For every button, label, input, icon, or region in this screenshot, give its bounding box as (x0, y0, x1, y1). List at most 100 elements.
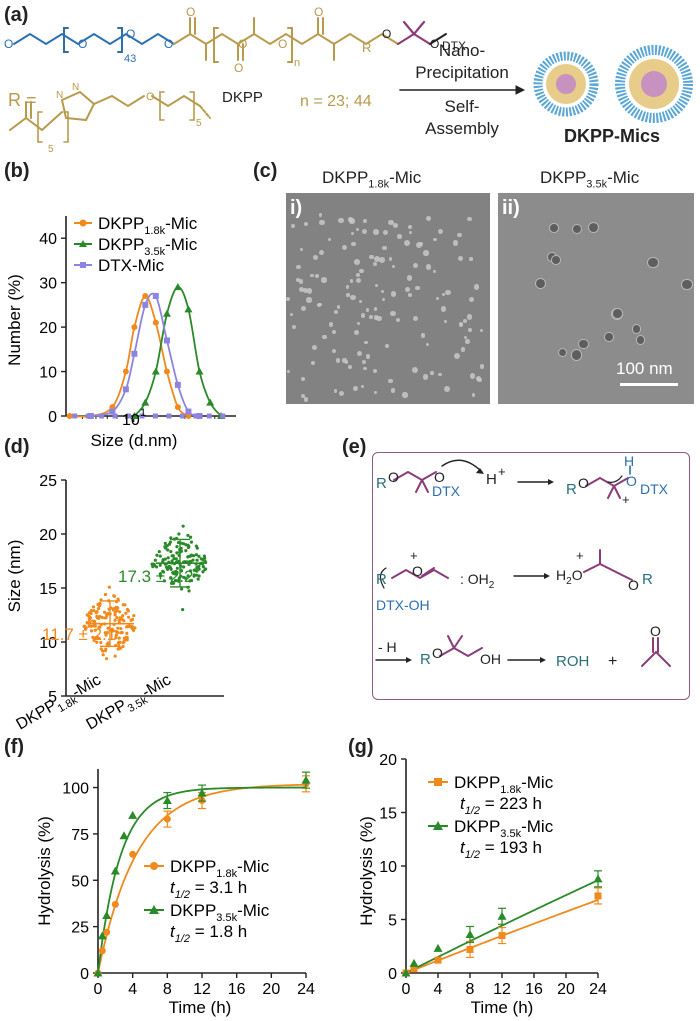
tem-point (187, 544, 191, 549)
micelle-particle-small (437, 228, 443, 234)
micelle-particle-large (552, 256, 560, 264)
micelle-particle-small (441, 292, 445, 296)
arrow-label-top2: Precipitation (415, 63, 509, 82)
tem-point (189, 540, 194, 544)
dls-legend: DKPP1.8k-Mic DKPP3.5k-Mic DTX-Mic (74, 214, 198, 275)
arrow-label-top: Nano- (439, 41, 485, 60)
micelle-particle-small (351, 241, 357, 247)
g-ytick-label-20: 20 (379, 752, 397, 769)
dls-point (163, 368, 170, 375)
dls-baseline-point (126, 413, 132, 419)
tem-point (116, 647, 120, 651)
micelle-particle-small (388, 257, 393, 261)
mech-o-6: O (628, 577, 639, 593)
tem-point (106, 626, 110, 630)
tem-point (126, 609, 131, 613)
g-point (410, 965, 418, 973)
mech-plus-3: + (410, 548, 418, 563)
dls-ytick-label-40: 40 (39, 231, 57, 248)
svg-text:O: O (164, 37, 173, 51)
micelle-particle-small (382, 245, 388, 251)
tem-point (169, 581, 174, 585)
micelle-particle-small (336, 305, 340, 309)
mech-r-3: R (376, 571, 387, 588)
dls-point (142, 293, 149, 299)
tem-title-2: DKPP3.5k-Mic (540, 168, 640, 191)
micelle-particle-small (322, 335, 327, 340)
micelle-particle-small (423, 250, 429, 256)
micelle-particle-small (338, 390, 344, 397)
tem-point (169, 536, 173, 540)
micelle-particle-small (355, 272, 360, 277)
tem-point (87, 617, 91, 622)
tem-point (163, 541, 167, 546)
micelle-particle-small (379, 256, 385, 263)
micelle-particle-small (338, 217, 345, 224)
tem-point (105, 657, 109, 661)
micelle-particle-small (356, 350, 362, 356)
mech-h-1: H (486, 471, 497, 488)
dls-baseline-point (99, 413, 105, 419)
tem-point (115, 609, 119, 613)
tem-ytick-label-20: 20 (39, 527, 57, 544)
tem-point (202, 554, 206, 558)
dls-point (195, 367, 204, 375)
tem-point (186, 533, 190, 538)
tem-point (163, 545, 167, 549)
panel-label-d: (d) (4, 436, 30, 458)
tem-point (192, 574, 196, 578)
f-ytick-label-25: 25 (71, 920, 89, 937)
micelle-particle-small (404, 286, 411, 293)
micelle-particle-small (457, 232, 462, 238)
g-xtick-label-4: 4 (434, 981, 443, 998)
micelle-particle-small (373, 307, 378, 311)
tem-point (96, 606, 101, 611)
micelle-particle-small (303, 221, 309, 227)
tem-ytick-label-10: 10 (39, 635, 57, 652)
micelle-particle-small (430, 371, 434, 375)
micelle-particle-large (579, 339, 588, 349)
f-xlabel: Time (h) (169, 998, 232, 1017)
tem-point (125, 631, 129, 635)
f-point (110, 866, 120, 875)
panel-label-e: (e) (342, 436, 367, 458)
micelle-particle-small (319, 250, 325, 256)
micelle-particle-small (298, 279, 304, 284)
tem-point (84, 626, 88, 630)
tem-point (121, 614, 125, 618)
triazole-ring (60, 90, 96, 122)
g-xtick-label-16: 16 (525, 981, 543, 998)
tem-point (91, 605, 96, 609)
tem-subpanel-i: i) (290, 197, 303, 219)
f-point (301, 775, 311, 784)
tem-point (113, 654, 117, 658)
micelle-particle-small (334, 310, 338, 314)
tem-image-1: i) (286, 193, 490, 404)
tem-point (100, 615, 105, 620)
mech-o-2: O (434, 469, 445, 485)
micelle-particle-small (290, 312, 294, 317)
panel-label-g: (g) (348, 736, 374, 758)
tem-point (194, 544, 198, 548)
dls-ylabel: Number (%) (5, 274, 24, 366)
scale-bar-label: 100 nm (616, 359, 673, 378)
mech-o-4: O (626, 473, 637, 489)
tem-ytick-label-5: 5 (48, 689, 57, 706)
micelle-particle-small (350, 231, 355, 236)
micelle-particle-small (355, 278, 361, 284)
tem-point (191, 558, 195, 562)
micelle-particle-small (361, 360, 367, 365)
f-legend-1-thalf: t1/2 = 3.1 h (170, 878, 247, 901)
dls-point (109, 408, 116, 415)
tem-ytick-label-15: 15 (39, 581, 57, 598)
dls-baseline-point (220, 413, 226, 419)
tem-point (98, 614, 102, 619)
micelle-particle-small (380, 290, 384, 294)
micelle-particle-small (363, 218, 367, 223)
tem-point (104, 615, 108, 620)
g-point (465, 929, 475, 938)
micelle-particle-small (350, 279, 354, 283)
tem-point (112, 594, 117, 598)
dls-point (206, 398, 215, 406)
micelle-particle-small (373, 315, 379, 320)
